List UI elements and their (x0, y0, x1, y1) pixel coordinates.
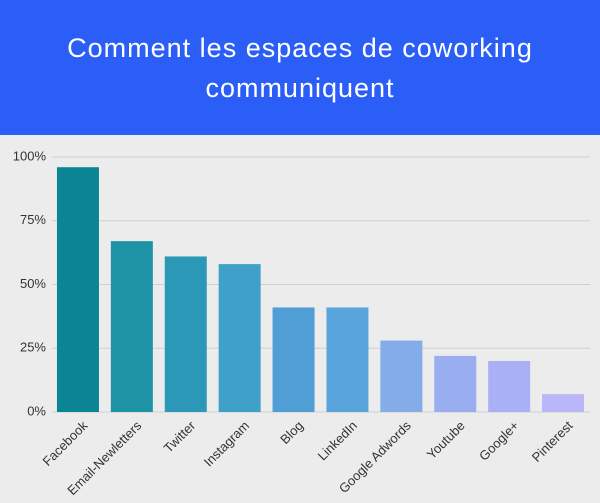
y-tick-label: 0% (27, 403, 46, 418)
bar (326, 307, 369, 412)
x-tick-label: Pinterest (529, 418, 576, 465)
x-tick-label: Blog (277, 418, 306, 447)
bar (272, 307, 315, 412)
bar (542, 394, 585, 412)
x-tick-label: Instagram (201, 418, 252, 469)
chart-title: Comment les espaces de coworking communi… (67, 32, 533, 103)
x-tick-label: Google+ (476, 418, 522, 464)
x-tick-label: LinkedIn (315, 418, 360, 463)
bar (488, 361, 531, 412)
bar (110, 241, 153, 412)
x-tick-label: Twitter (161, 417, 199, 455)
bar (434, 355, 477, 412)
y-tick-label: 50% (20, 276, 46, 291)
y-tick-label: 75% (20, 212, 46, 227)
bar (380, 340, 423, 412)
bar (56, 167, 99, 412)
y-tick-label: 100% (13, 148, 47, 163)
bar (218, 264, 261, 412)
x-tick-label: Facebook (40, 418, 91, 469)
banner: Comment les espaces de coworking communi… (0, 0, 600, 135)
bar (164, 256, 207, 412)
x-tick-label: Youtube (424, 418, 468, 462)
y-tick-label: 25% (20, 340, 46, 355)
